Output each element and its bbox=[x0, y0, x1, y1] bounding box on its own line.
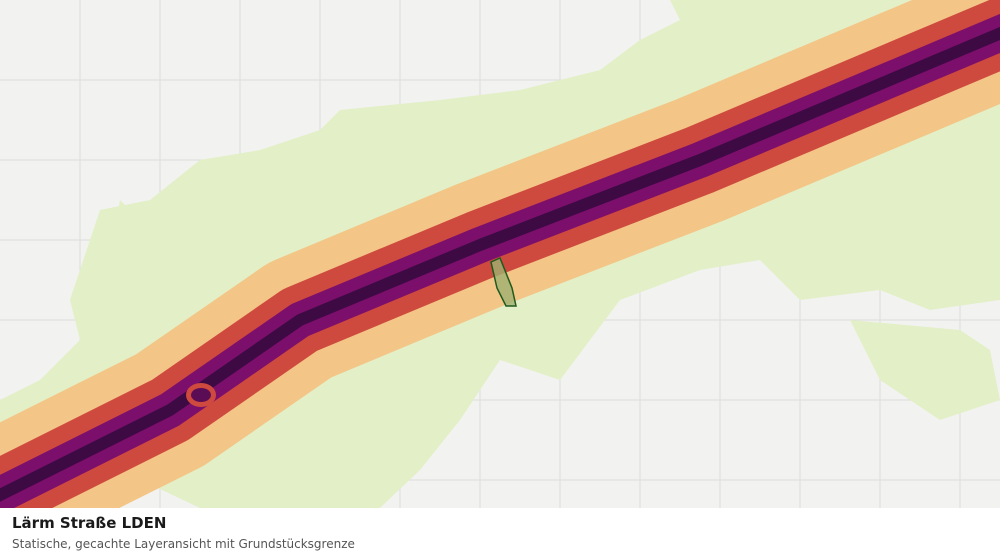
map-subtitle: Statische, gecachte Layeransicht mit Gru… bbox=[12, 537, 355, 551]
caption: Lärm Straße LDEN Statische, gecachte Lay… bbox=[0, 508, 1000, 560]
map-title: Lärm Straße LDEN bbox=[12, 514, 167, 532]
noise-spot-core bbox=[191, 388, 211, 402]
map bbox=[0, 0, 1000, 508]
noise-bands bbox=[0, 0, 1000, 508]
parcel-boundary bbox=[490, 256, 517, 307]
